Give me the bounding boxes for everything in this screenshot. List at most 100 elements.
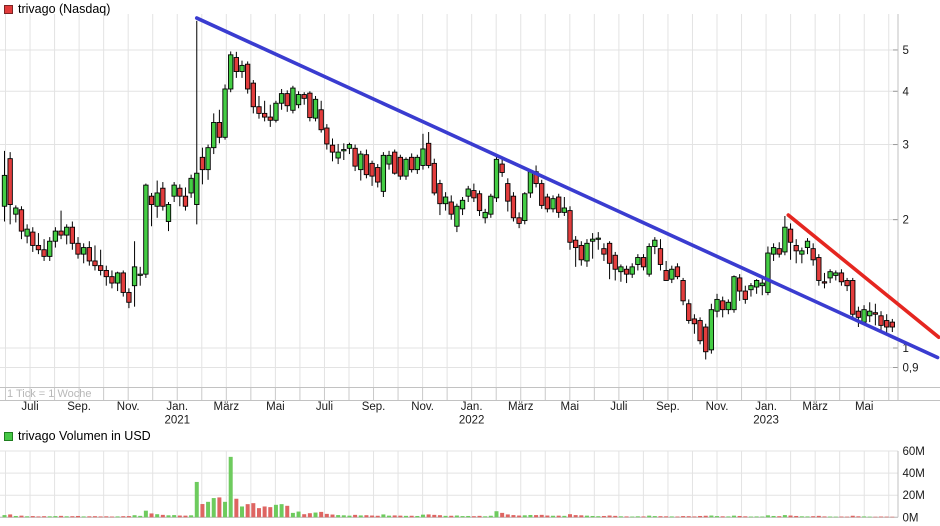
volume-bar[interactable] — [138, 515, 143, 518]
volume-bar[interactable] — [624, 516, 629, 518]
volume-bar[interactable] — [822, 516, 827, 518]
candlestick[interactable] — [471, 190, 477, 199]
volume-bar[interactable] — [748, 516, 753, 518]
volume-bar[interactable] — [879, 516, 884, 518]
candlestick[interactable] — [312, 98, 319, 119]
volume-bar[interactable] — [285, 505, 290, 518]
volume-bar[interactable] — [794, 515, 799, 518]
candlestick[interactable] — [233, 57, 240, 72]
volume-bar[interactable] — [601, 515, 606, 518]
candlestick[interactable] — [329, 144, 336, 153]
volume-bar[interactable] — [635, 516, 640, 518]
candlestick[interactable] — [307, 92, 313, 119]
volume-bar[interactable] — [539, 514, 544, 518]
volume-bar[interactable] — [76, 515, 81, 518]
volume-bar[interactable] — [392, 515, 397, 518]
candlestick[interactable] — [160, 187, 166, 207]
volume-bar[interactable] — [160, 514, 165, 518]
volume-bar[interactable] — [87, 516, 92, 518]
candlestick[interactable] — [573, 239, 579, 249]
volume-bar[interactable] — [788, 515, 793, 518]
candlestick[interactable] — [561, 207, 567, 213]
volume-bar[interactable] — [845, 516, 850, 518]
volume-bar[interactable] — [155, 514, 160, 518]
volume-bar[interactable] — [862, 516, 867, 518]
candlestick[interactable] — [787, 228, 794, 243]
volume-bar[interactable] — [19, 515, 24, 518]
volume-bar[interactable] — [664, 516, 669, 518]
volume-bar[interactable] — [449, 515, 454, 518]
candlestick[interactable] — [482, 211, 488, 219]
volume-bar[interactable] — [669, 516, 674, 518]
candlestick[interactable] — [81, 247, 87, 255]
candlestick[interactable] — [606, 242, 613, 264]
volume-bar[interactable] — [183, 515, 188, 518]
volume-bar[interactable] — [189, 515, 194, 518]
candlestick[interactable] — [669, 268, 675, 280]
candlestick[interactable] — [720, 300, 726, 311]
candlestick[interactable] — [697, 320, 703, 342]
candlestick[interactable] — [97, 265, 104, 271]
candlestick[interactable] — [295, 94, 302, 106]
candlestick[interactable] — [437, 183, 443, 205]
volume-bar[interactable] — [313, 512, 318, 518]
volume-bar[interactable] — [692, 516, 697, 518]
candlestick[interactable] — [341, 149, 347, 152]
candlestick[interactable] — [855, 310, 862, 318]
volume-bar[interactable] — [681, 516, 686, 518]
candlestick[interactable] — [770, 247, 777, 255]
volume-bar[interactable] — [584, 515, 589, 518]
candlestick[interactable] — [578, 244, 584, 261]
volume-bar[interactable] — [641, 516, 646, 518]
candlestick[interactable] — [884, 320, 890, 328]
volume-bar[interactable] — [228, 456, 233, 518]
volume-bar[interactable] — [607, 515, 612, 518]
candlestick[interactable] — [861, 309, 867, 323]
volume-bar[interactable] — [805, 516, 810, 518]
candlestick[interactable] — [58, 230, 64, 236]
candlestick[interactable] — [114, 272, 121, 284]
volume-bar[interactable] — [568, 514, 572, 518]
volume-bar[interactable] — [511, 515, 516, 518]
candlestick[interactable] — [646, 246, 652, 275]
volume-bar[interactable] — [432, 514, 437, 518]
volume-bar[interactable] — [828, 516, 833, 518]
volume-bar[interactable] — [765, 515, 770, 518]
volume-bar[interactable] — [675, 516, 680, 518]
volume-bar[interactable] — [240, 506, 245, 518]
volume-bar[interactable] — [534, 515, 539, 518]
candlestick[interactable] — [516, 217, 522, 224]
volume-bar[interactable] — [353, 514, 358, 518]
volume-bar[interactable] — [760, 516, 765, 518]
candlestick[interactable] — [878, 315, 884, 326]
candlestick[interactable] — [301, 94, 307, 99]
candlestick[interactable] — [601, 248, 607, 255]
volume-bar[interactable] — [347, 515, 352, 518]
volume-bar[interactable] — [364, 515, 369, 518]
candlestick[interactable] — [686, 303, 692, 321]
candlestick[interactable] — [245, 63, 251, 90]
volume-bar[interactable] — [652, 516, 657, 518]
candlestick[interactable] — [7, 158, 13, 205]
candlestick[interactable] — [13, 207, 19, 215]
candlestick[interactable] — [131, 266, 138, 287]
candlestick[interactable] — [448, 201, 454, 215]
volume-bar[interactable] — [387, 515, 392, 518]
volume-bar[interactable] — [782, 515, 787, 518]
candlestick[interactable] — [420, 148, 426, 166]
volume-bar[interactable] — [415, 515, 420, 518]
candlestick[interactable] — [782, 226, 788, 253]
candlestick[interactable] — [409, 156, 415, 171]
secondary-downtrend-line[interactable] — [786, 213, 940, 340]
candlestick[interactable] — [324, 127, 330, 145]
candlestick[interactable] — [731, 276, 737, 311]
volume-bar[interactable] — [2, 515, 7, 518]
candlestick[interactable] — [804, 240, 811, 249]
candlestick[interactable] — [799, 250, 805, 255]
candlestick[interactable] — [199, 156, 206, 171]
candlestick[interactable] — [595, 237, 601, 240]
volume-bar[interactable] — [686, 516, 691, 518]
candlestick[interactable] — [759, 282, 765, 287]
candlestick[interactable] — [120, 272, 126, 293]
